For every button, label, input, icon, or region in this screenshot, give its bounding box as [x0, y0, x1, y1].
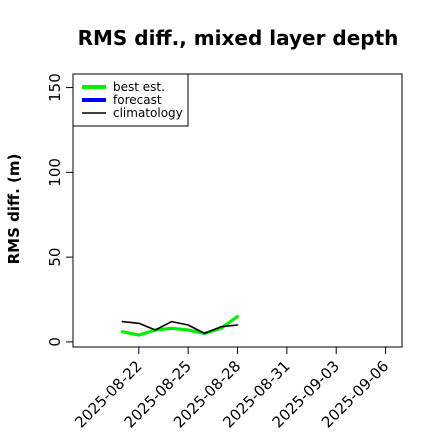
y-tick-label: 0	[46, 337, 64, 347]
legend-label: forecast	[113, 93, 162, 107]
plot-area: 0501001502025-08-222025-08-252025-08-282…	[46, 73, 403, 431]
legend-label: climatology	[113, 106, 183, 120]
y-tick-label: 100	[46, 158, 64, 187]
chart-title: RMS diff., mixed layer depth	[78, 26, 399, 50]
legend-label: best est.	[113, 80, 165, 94]
series-line-best-est	[120, 314, 240, 337]
y-tick-label: 150	[46, 73, 64, 102]
y-tick-label: 50	[46, 248, 64, 267]
y-axis-label: RMS diff. (m)	[5, 154, 23, 265]
series-line-climatology	[121, 320, 239, 335]
